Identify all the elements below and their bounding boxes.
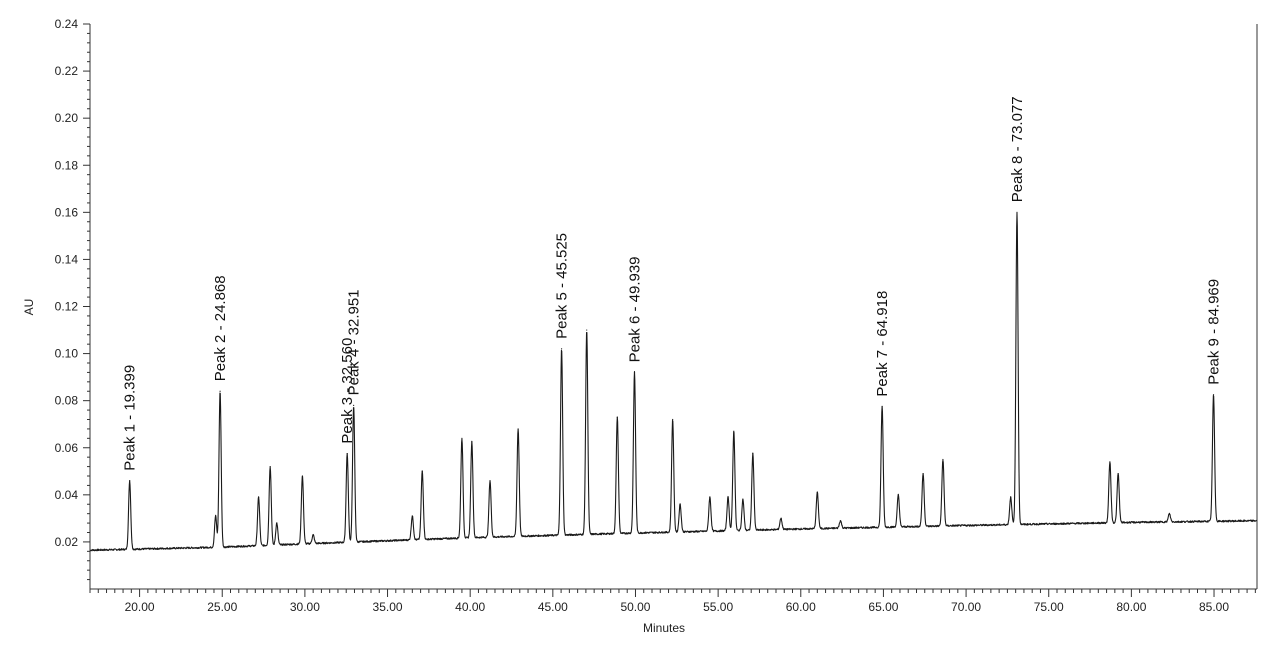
peak-point xyxy=(560,348,563,350)
peak-point xyxy=(276,522,278,524)
peak-point xyxy=(353,404,355,406)
peak-label: Peak 8 - 73.077 xyxy=(1009,96,1026,202)
y-tick-label: 0.22 xyxy=(55,64,79,78)
y-tick-label: 0.18 xyxy=(55,158,79,172)
peak-point xyxy=(752,453,754,455)
x-tick-label: 60.00 xyxy=(786,600,816,614)
peak-label: Peak 6 - 49.939 xyxy=(627,256,644,362)
peak-point xyxy=(733,430,735,432)
peak-label: Peak 1 - 19.399 xyxy=(122,365,139,471)
peak-point xyxy=(219,390,221,392)
axes-layer: 0.02 0.04 0.06 0.08 0.10 0.12 0.14 0.16 0.18 0.20… xyxy=(55,17,1258,614)
y-tick-label: 0.10 xyxy=(55,347,79,361)
peak-point xyxy=(461,437,463,439)
x-tick-label: 65.00 xyxy=(868,600,898,614)
peak-point xyxy=(586,329,588,331)
x-tick-label: 85.00 xyxy=(1199,600,1229,614)
peak-point xyxy=(672,418,674,421)
y-tick-label: 0.24 xyxy=(55,17,79,31)
y-tick-label: 0.12 xyxy=(55,300,79,314)
peak-label: Peak 9 - 84.969 xyxy=(1206,279,1223,385)
peak-point xyxy=(258,496,260,498)
y-tick-label: 0.08 xyxy=(55,394,79,408)
peak-point xyxy=(1016,211,1018,213)
x-axis-title: Minutes xyxy=(643,621,685,635)
y-tick-label: 0.20 xyxy=(55,111,79,125)
peak-point xyxy=(881,405,883,408)
peak-point xyxy=(742,498,744,501)
peak-point xyxy=(471,441,473,443)
peak-label: Peak 5 - 45.525 xyxy=(554,233,571,339)
peak-point xyxy=(215,515,217,517)
y-tick-label: 0.16 xyxy=(55,205,79,219)
peak-point xyxy=(269,465,271,468)
peak-point xyxy=(1168,513,1170,515)
peak-point xyxy=(679,503,681,505)
x-tick-label: 70.00 xyxy=(951,600,981,614)
peak-point xyxy=(1010,496,1012,498)
peak-point xyxy=(616,416,618,418)
label-layer: Peak 1 - 19.399 Peak 2 - 24.868 Peak 3 - 3… xyxy=(122,96,1223,470)
chromatogram-trace xyxy=(89,212,1258,552)
peak-point xyxy=(411,515,413,517)
peak-point xyxy=(312,534,314,536)
x-tick-label: 45.00 xyxy=(538,600,568,614)
peak-label: Peak 2 - 24.868 xyxy=(212,275,229,381)
y-tick-label: 0.04 xyxy=(55,488,79,502)
x-tick-label: 40.00 xyxy=(455,600,485,614)
x-tick-label: 55.00 xyxy=(703,600,733,614)
peak-point xyxy=(816,491,818,494)
y-tick-label: 0.02 xyxy=(55,535,79,549)
peak-label: Peak 4 - 32.951 xyxy=(346,289,363,395)
x-tick-label: 20.00 xyxy=(125,600,155,614)
x-tick-label: 80.00 xyxy=(1116,600,1146,614)
peak-point xyxy=(129,480,131,482)
peak-point xyxy=(346,453,348,455)
peak-point xyxy=(421,470,423,472)
x-tick-label: 75.00 xyxy=(1034,600,1064,614)
x-tick-label: 50.00 xyxy=(620,600,650,614)
peak-point xyxy=(517,428,519,430)
peak-point xyxy=(839,520,842,522)
peak-point xyxy=(942,458,944,461)
peak-point xyxy=(709,496,711,498)
peak-label: Peak 3 - 32.560 xyxy=(339,338,356,444)
peak-point xyxy=(1117,473,1119,475)
x-tick-label: 30.00 xyxy=(290,600,320,614)
peak-point xyxy=(301,475,304,477)
y-tick-label: 0.06 xyxy=(55,441,79,455)
peak-point xyxy=(922,473,924,475)
y-axis-title: AU xyxy=(22,299,36,316)
peak-point xyxy=(633,371,636,374)
y-tick-label: 0.14 xyxy=(55,252,79,266)
peak-point xyxy=(1212,394,1215,396)
peak-point xyxy=(727,496,729,498)
x-tick-label: 35.00 xyxy=(373,600,403,614)
trace-layer xyxy=(89,211,1258,552)
x-tick-label: 25.00 xyxy=(207,600,237,614)
peak-point xyxy=(489,480,491,482)
peak-point xyxy=(897,494,899,496)
peak-label: Peak 7 - 64.918 xyxy=(874,291,891,397)
peak-point xyxy=(1109,461,1111,463)
peak-point xyxy=(780,517,782,519)
